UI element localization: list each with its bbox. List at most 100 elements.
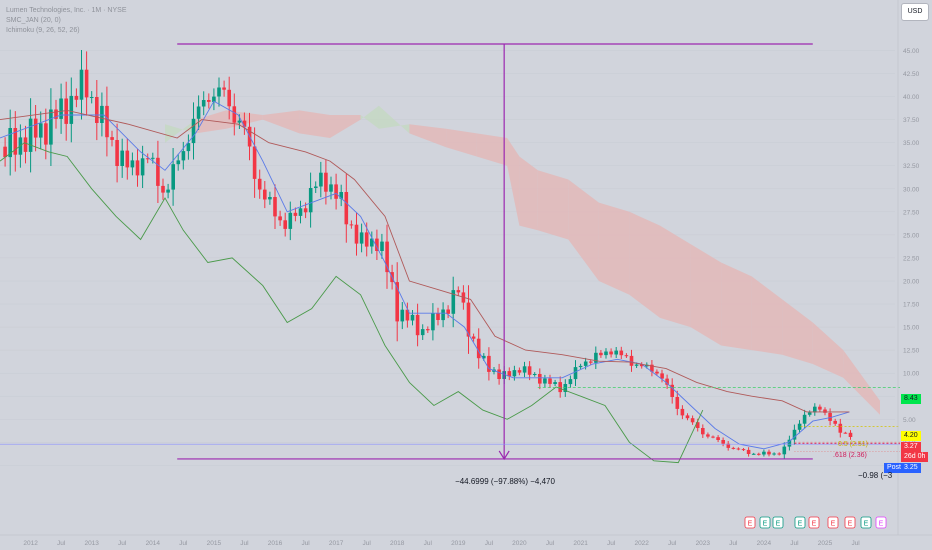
time-axis-label-9: Jul — [301, 540, 310, 547]
candle-body — [532, 374, 537, 375]
candle-body — [685, 415, 690, 419]
earnings-marker-box[interactable] — [744, 516, 756, 529]
candle-body — [217, 87, 221, 97]
candle-body — [726, 443, 731, 448]
earnings-marker-letter: E — [831, 521, 836, 528]
earnings-marker-7[interactable]: E — [860, 516, 872, 529]
candle-body — [604, 351, 608, 356]
candle-body — [191, 118, 196, 144]
candle-body — [792, 429, 797, 440]
candle-body — [252, 146, 257, 179]
candle-body — [166, 189, 170, 193]
candle-body — [145, 158, 150, 160]
candle-body — [207, 100, 211, 102]
candle-body — [196, 106, 201, 119]
earnings-marker-box[interactable] — [875, 516, 887, 529]
price-axis-label-10: 20.00 — [903, 279, 920, 286]
time-axis-label-17: Jul — [546, 540, 555, 547]
candle-body — [8, 128, 12, 158]
candle-body — [731, 447, 736, 449]
price-axis-label-13: 12.50 — [903, 348, 920, 355]
ichimoku-cloud-segment — [507, 138, 520, 226]
candle-body — [706, 434, 710, 437]
price-axis-label-7: 27.50 — [903, 209, 920, 216]
currency-button[interactable]: USD — [901, 3, 929, 21]
candle-body — [79, 69, 84, 100]
time-axis-label-5: Jul — [179, 540, 188, 547]
candle-body — [410, 314, 415, 321]
candle-body — [298, 208, 303, 216]
candle-body — [283, 220, 287, 229]
candle-body — [303, 208, 308, 213]
ichimoku-cloud-segment — [299, 110, 330, 138]
price-axis-label-14: 10.00 — [903, 371, 920, 378]
ichimoku-cloud-segment — [409, 124, 447, 148]
earnings-marker-box[interactable] — [772, 516, 784, 529]
measure-arrow — [498, 450, 510, 461]
earnings-marker-3[interactable]: E — [794, 516, 806, 529]
earnings-marker-2[interactable]: E — [772, 516, 784, 529]
candle-body — [650, 364, 654, 372]
candle-body — [527, 366, 532, 375]
ichimoku-cloud-segment — [446, 128, 477, 157]
price-axis-label-9: 22.50 — [903, 255, 920, 262]
candle-body — [451, 290, 456, 314]
candle-body — [181, 151, 186, 161]
ichimoku-cloud-segment — [751, 276, 783, 355]
candle-body — [54, 109, 58, 119]
candle-body — [278, 216, 282, 221]
candle-body — [665, 378, 669, 385]
candle-body — [614, 350, 618, 355]
earnings-marker-1[interactable]: E — [759, 516, 771, 529]
candle-body — [125, 150, 130, 168]
earnings-marker-6[interactable]: E — [844, 516, 856, 529]
series-line-kijun — [0, 109, 850, 413]
candle-body — [741, 449, 746, 451]
candle-body — [415, 314, 420, 336]
candle-body — [364, 232, 369, 247]
candle-body — [227, 89, 231, 107]
candle-body — [777, 453, 781, 455]
time-axis-label-2: 2013 — [84, 540, 99, 547]
earnings-marker-box[interactable] — [759, 516, 771, 529]
candle-body — [558, 382, 562, 393]
earnings-marker-box[interactable] — [860, 516, 872, 529]
earnings-marker-box[interactable] — [844, 516, 856, 529]
post-market-tag: Post — [884, 463, 905, 473]
candle-body — [431, 313, 435, 331]
candle-body — [848, 432, 853, 437]
ichimoku-cloud-segment — [330, 115, 361, 138]
candle-body — [84, 69, 89, 98]
candle-body — [176, 160, 181, 165]
earnings-marker-box[interactable] — [808, 516, 820, 529]
price-axis-label-11: 17.50 — [903, 302, 920, 309]
candle-body — [762, 451, 766, 455]
candle-body — [746, 449, 751, 454]
candle-body — [349, 224, 354, 226]
time-axis-label-20: 2022 — [634, 540, 649, 547]
candle-body — [344, 192, 349, 225]
price-axis-label-4: 35.00 — [903, 140, 920, 147]
candle-body — [446, 309, 450, 314]
earnings-marker-box[interactable] — [827, 516, 839, 529]
candle-body — [395, 282, 399, 322]
candle-body — [334, 184, 338, 199]
earnings-marker-box[interactable] — [794, 516, 806, 529]
candle-body — [161, 185, 165, 193]
candle-body — [33, 118, 38, 138]
indicator-ichimoku: Ichimoku (9, 26, 52, 26) — [6, 27, 80, 34]
time-axis-label-6: 2015 — [207, 540, 222, 547]
time-axis-label-22: 2023 — [696, 540, 711, 547]
fib-label-05: 0.5 (2.51) — [838, 441, 868, 448]
earnings-marker-4[interactable]: E — [808, 516, 820, 529]
candle-body — [171, 164, 175, 190]
candle-body — [818, 406, 822, 410]
earnings-marker-8[interactable]: E — [875, 516, 887, 529]
candle-body — [573, 367, 578, 380]
candle-body — [156, 157, 160, 186]
earnings-marker-0[interactable]: E — [744, 516, 756, 529]
candle-body — [701, 428, 705, 435]
earnings-marker-5[interactable]: E — [827, 516, 839, 529]
candle-body — [314, 186, 318, 188]
